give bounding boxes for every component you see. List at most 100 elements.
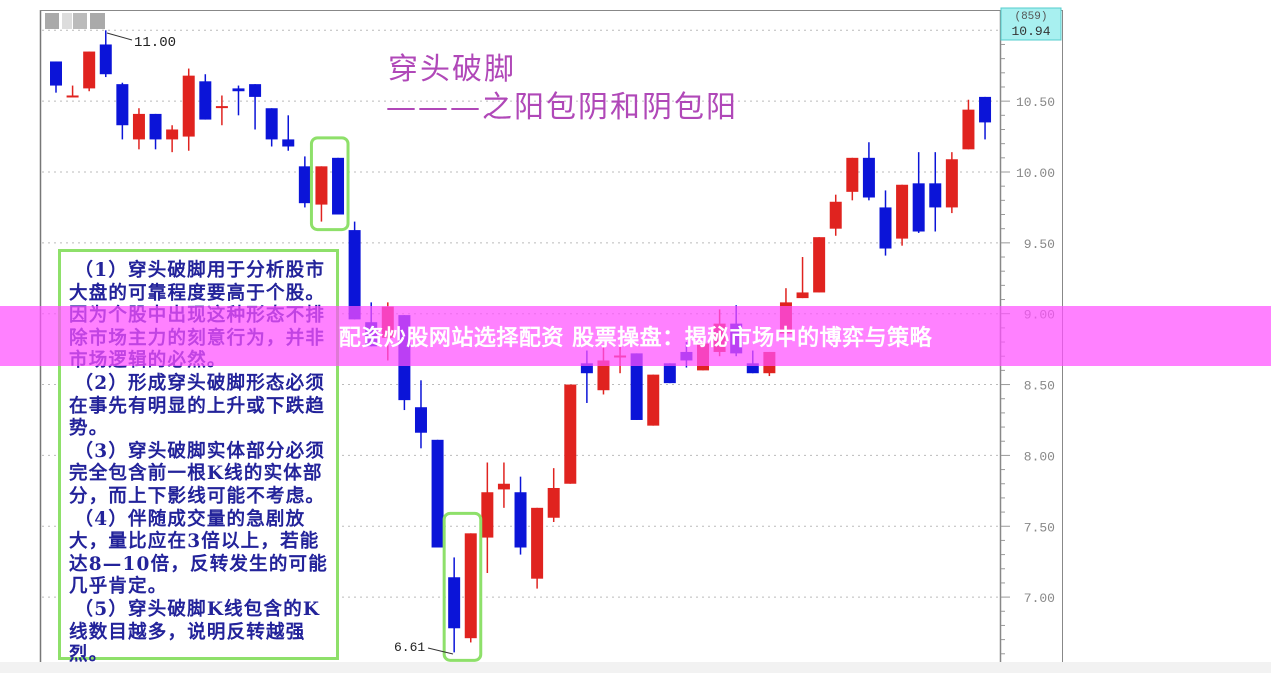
candle-down xyxy=(431,439,444,548)
candle-body xyxy=(99,44,112,75)
candle-body xyxy=(564,384,577,484)
candle-down xyxy=(862,142,875,201)
candle-body xyxy=(348,230,361,320)
chart-subtitle: ———之阳包阴和阴包阳 xyxy=(386,90,738,125)
candle-body xyxy=(315,166,328,205)
candle-down xyxy=(448,557,461,653)
candle-up xyxy=(531,507,544,589)
candle-body xyxy=(912,183,925,232)
candle-up xyxy=(66,85,79,98)
candle-body xyxy=(813,237,826,293)
candle-down xyxy=(50,61,62,93)
candle-body xyxy=(580,363,593,374)
chart-title: 穿头破脚 xyxy=(388,52,516,87)
y-tick-label: 8.50 xyxy=(1024,379,1055,394)
candle-up xyxy=(182,68,195,151)
y-tick-label: 10.00 xyxy=(1016,166,1055,181)
candle-body xyxy=(630,353,643,420)
candle-down xyxy=(99,30,112,78)
candle-down xyxy=(149,113,162,150)
note-item: （5）穿头破脚K线包含的K线数目越多，说明反转越强烈。 xyxy=(69,598,321,666)
candle-body xyxy=(332,157,345,215)
candle-down xyxy=(912,152,925,233)
candle-down xyxy=(979,96,992,140)
candle-up xyxy=(547,468,560,522)
headline-banner[interactable]: 配资炒股网站选择配资 股票操盘：揭秘市场中的博弈与策略 xyxy=(0,306,1271,366)
candle-body xyxy=(431,439,444,548)
candle-body xyxy=(796,292,809,299)
candle-body xyxy=(962,109,975,150)
y-tick-label: 7.50 xyxy=(1024,520,1055,535)
candle-up xyxy=(829,194,842,236)
highlight-box xyxy=(309,136,350,232)
candle-body xyxy=(116,84,129,126)
candle-body xyxy=(232,88,245,92)
y-tick-label: 8.00 xyxy=(1024,449,1055,464)
candle-body xyxy=(265,108,278,140)
candle-body xyxy=(979,96,992,123)
highlight-box xyxy=(442,511,483,662)
note-item: （4）伴随成交量的急剧放大，量比应在3倍以上，若能达8—10倍，反转发生的可能几… xyxy=(69,508,328,598)
candle-down xyxy=(232,85,245,116)
candle-body xyxy=(215,106,228,109)
high-annotation: 11.00 xyxy=(106,32,176,51)
candle-up xyxy=(215,95,228,126)
candle-up xyxy=(846,157,859,201)
candle-up xyxy=(796,257,809,299)
candle-body xyxy=(862,157,875,198)
candle-body xyxy=(929,183,942,208)
candle-body xyxy=(547,487,560,518)
candle-down xyxy=(249,84,262,130)
candle-up xyxy=(962,99,975,150)
page-footer xyxy=(0,662,1271,673)
candle-down xyxy=(879,190,892,256)
candle-body xyxy=(50,61,62,86)
candle-body xyxy=(448,577,461,629)
blurred-logo xyxy=(45,13,105,29)
candle-down xyxy=(348,221,361,320)
candle-body xyxy=(879,207,892,249)
candle-down xyxy=(332,157,345,215)
candle-up xyxy=(647,374,660,426)
candle-body xyxy=(746,363,759,374)
candle-body xyxy=(829,201,842,229)
candle-down xyxy=(199,74,212,120)
candle-body xyxy=(597,360,610,391)
candle-up xyxy=(464,533,477,643)
candle-body xyxy=(945,159,958,208)
candle-up xyxy=(166,125,179,153)
candle-down xyxy=(116,82,129,140)
candle-up xyxy=(497,462,510,508)
candle-down xyxy=(414,380,427,449)
y-tick-label: 7.00 xyxy=(1024,591,1055,606)
candle-up xyxy=(315,166,328,222)
highlight-boxes xyxy=(309,136,483,662)
candle-body xyxy=(199,81,212,120)
low-label: 6.61 xyxy=(394,640,425,655)
candle-down xyxy=(663,363,676,384)
candle-body xyxy=(149,113,162,140)
candle-up xyxy=(813,237,826,293)
low-annotation: 6.61 xyxy=(394,640,454,655)
candle-down xyxy=(298,156,311,208)
candle-body xyxy=(531,507,544,579)
candle-up xyxy=(83,51,96,92)
candle-down xyxy=(282,115,295,151)
note-item: （3）穿头破脚实体部分必须完全包含前一根K线的实体部分，而上下影线可能不考虑。 xyxy=(69,440,326,507)
price-box-code: (859) xyxy=(1014,11,1047,23)
candle-body xyxy=(182,75,195,137)
candle-body xyxy=(481,492,494,538)
candle-up xyxy=(564,384,577,484)
candle-body xyxy=(66,95,79,98)
y-tick-label: 10.50 xyxy=(1016,95,1055,110)
note-item: （2）形成穿头破脚形态必须在事先有明显的上升或下跌趋势。 xyxy=(69,372,326,440)
banner-text: 配资炒股网站选择配资 股票操盘：揭秘市场中的博弈与策略 xyxy=(338,326,933,351)
price-box-value: 10.94 xyxy=(1011,24,1050,39)
candle-body xyxy=(497,483,510,490)
candle-body xyxy=(166,129,179,140)
candle-up xyxy=(945,152,958,214)
candle-body xyxy=(298,166,311,204)
candle-down xyxy=(265,108,278,147)
candle-body xyxy=(83,51,96,89)
